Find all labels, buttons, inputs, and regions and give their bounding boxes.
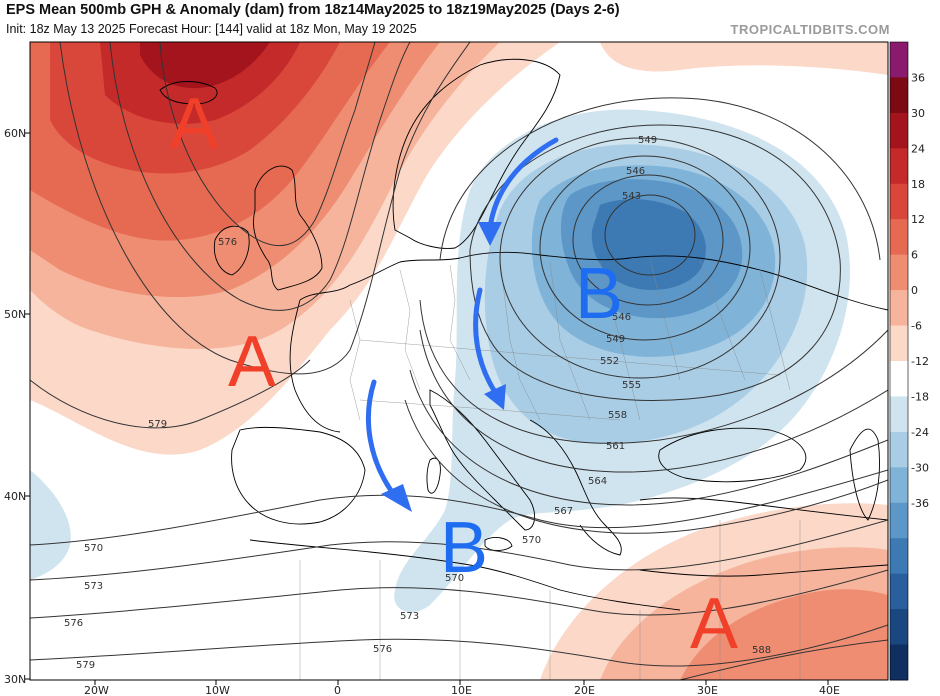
high-pressure-label: A	[690, 584, 738, 664]
colorbar-swatch	[890, 325, 908, 362]
contour-label: 570	[522, 535, 541, 546]
map-frame	[29, 41, 889, 681]
contour-label: 564	[588, 476, 607, 487]
colorbar-swatch	[890, 112, 908, 149]
lon-label: 10E	[451, 684, 472, 696]
flow-arrow	[473, 287, 498, 395]
contour-label: 549	[638, 135, 657, 146]
high-pressure-label: A	[228, 322, 276, 402]
arrow-head	[484, 384, 506, 410]
colorbar-label: -6	[911, 320, 922, 333]
latitude-labels: 60N 50N 40N 30N	[4, 127, 26, 686]
high-pressure-label: A	[170, 84, 218, 164]
contour-label: 555	[622, 380, 641, 391]
contour-label: 588	[752, 645, 771, 656]
lon-label: 40E	[819, 684, 840, 696]
colorbar-swatch	[890, 254, 908, 291]
colorbar-label: 36	[911, 71, 925, 84]
lon-label: 10W	[205, 684, 230, 696]
map-title: EPS Mean 500mb GPH & Anomaly (dam) from …	[6, 2, 620, 18]
colorbar-label: 18	[911, 178, 925, 191]
colorbar-label: 24	[911, 142, 925, 155]
lon-label: 20W	[84, 684, 109, 696]
colorbar-swatch	[890, 396, 908, 433]
contour-label: 570	[84, 543, 103, 554]
contour-labels: 549 546 543 546 549 552 555 558 561 564 …	[64, 135, 771, 671]
colorbar-label: 12	[911, 213, 925, 226]
contour-label: 579	[76, 660, 95, 671]
pressure-letters: A A A B B	[170, 84, 738, 664]
flow-arrows	[366, 137, 559, 512]
flow-arrow	[366, 379, 395, 495]
colorbar-swatch	[890, 609, 908, 646]
colorbar-label: 0	[911, 284, 918, 297]
arrow-head	[381, 484, 412, 512]
contour-label: 546	[612, 312, 631, 323]
lat-label: 50N	[4, 308, 26, 321]
contour-label: 579	[148, 419, 167, 430]
colorbar-swatch	[890, 502, 908, 539]
colorbar-swatch	[890, 431, 908, 468]
lat-label: 60N	[4, 127, 26, 140]
brand-watermark: TROPICALTIDBITS.COM	[730, 22, 890, 37]
colorbar-swatch	[890, 644, 908, 681]
height-contours	[30, 42, 888, 680]
colorbar-swatch	[890, 42, 908, 78]
colorbar-label: -18	[911, 390, 929, 403]
longitude-labels: 20W 10W 0 10E 20E 30E 40E	[84, 684, 840, 696]
contour-label: 552	[600, 356, 619, 367]
lon-label: 20E	[574, 684, 595, 696]
colorbar-swatch	[890, 183, 908, 220]
contour-label: 543	[622, 191, 641, 202]
contour-label: 546	[626, 166, 645, 177]
lat-label: 30N	[4, 673, 26, 686]
contour-label: 561	[606, 441, 625, 452]
contour-label: 573	[84, 581, 103, 592]
map-plot-area: 549 546 543 546 549 552 555 558 561 564 …	[30, 42, 888, 680]
contour-label: 570	[445, 573, 464, 584]
colorbar-swatch	[890, 219, 908, 256]
contour-label: 576	[64, 618, 83, 629]
positive-anomaly-north	[30, 42, 888, 455]
colorbar: 36 30 24 18 12 6 0 -6 -12 -18 -24 -30 -36	[889, 41, 929, 681]
contour-label: 576	[373, 644, 392, 655]
colorbar-swatch	[890, 290, 908, 327]
contour-label: 558	[608, 410, 627, 421]
contour-label: 576	[218, 237, 237, 248]
arrow-head	[478, 222, 502, 246]
colorbar-swatch	[890, 538, 908, 575]
lon-label: 0	[334, 684, 341, 696]
contour-label: 573	[400, 611, 419, 622]
colorbar-label: -12	[911, 355, 929, 368]
low-pressure-label: B	[575, 254, 623, 334]
colorbar-label: 6	[911, 249, 918, 262]
contour-label: 567	[554, 506, 573, 517]
colorbar-swatch	[890, 573, 908, 610]
colorbar-label: -36	[911, 497, 929, 510]
colorbar-swatch	[890, 77, 908, 114]
negative-anomaly	[30, 109, 850, 613]
colorbar-label: -24	[911, 426, 929, 439]
colorbar-label: 30	[911, 107, 925, 120]
colorbar-swatch	[890, 148, 908, 185]
lat-label: 40N	[4, 490, 26, 503]
map-subtitle: Init: 18z May 13 2025 Forecast Hour: [14…	[6, 22, 417, 36]
colorbar-swatch	[890, 361, 908, 397]
contour-label: 549	[606, 334, 625, 345]
colorbar-label: -30	[911, 461, 929, 474]
colorbar-swatch	[890, 467, 908, 504]
low-pressure-label: B	[440, 508, 488, 588]
flow-arrow	[487, 137, 559, 231]
lon-label: 30E	[697, 684, 718, 696]
